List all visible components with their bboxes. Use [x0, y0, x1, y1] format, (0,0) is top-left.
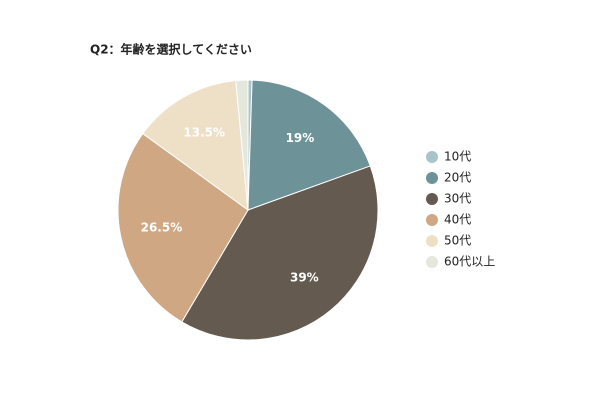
- slice-label: 26.5%: [141, 220, 183, 234]
- slice-label: 13.5%: [183, 126, 225, 140]
- legend-marker: [426, 235, 438, 247]
- pie-slice: [235, 79, 249, 211]
- legend-marker: [426, 256, 438, 268]
- slice-label: 39%: [290, 271, 319, 285]
- legend-label: 10代: [444, 150, 471, 164]
- chart-title: Q2：年齢を選択してください: [90, 42, 252, 57]
- legend-marker: [426, 151, 438, 163]
- legend-marker: [426, 214, 438, 226]
- pie-slice: [181, 165, 379, 341]
- pie-slice: [142, 80, 249, 212]
- legend-label: 60代以上: [444, 255, 495, 269]
- pie-slice: [117, 132, 249, 323]
- legend-label: 20代: [444, 171, 471, 185]
- legend-label: 50代: [444, 234, 471, 248]
- pie-slice: [247, 79, 371, 211]
- legend-marker: [426, 193, 438, 205]
- legend-label: 40代: [444, 213, 471, 227]
- slice-label: 19%: [286, 131, 315, 145]
- legend-marker: [426, 172, 438, 184]
- legend-label: 30代: [444, 192, 471, 206]
